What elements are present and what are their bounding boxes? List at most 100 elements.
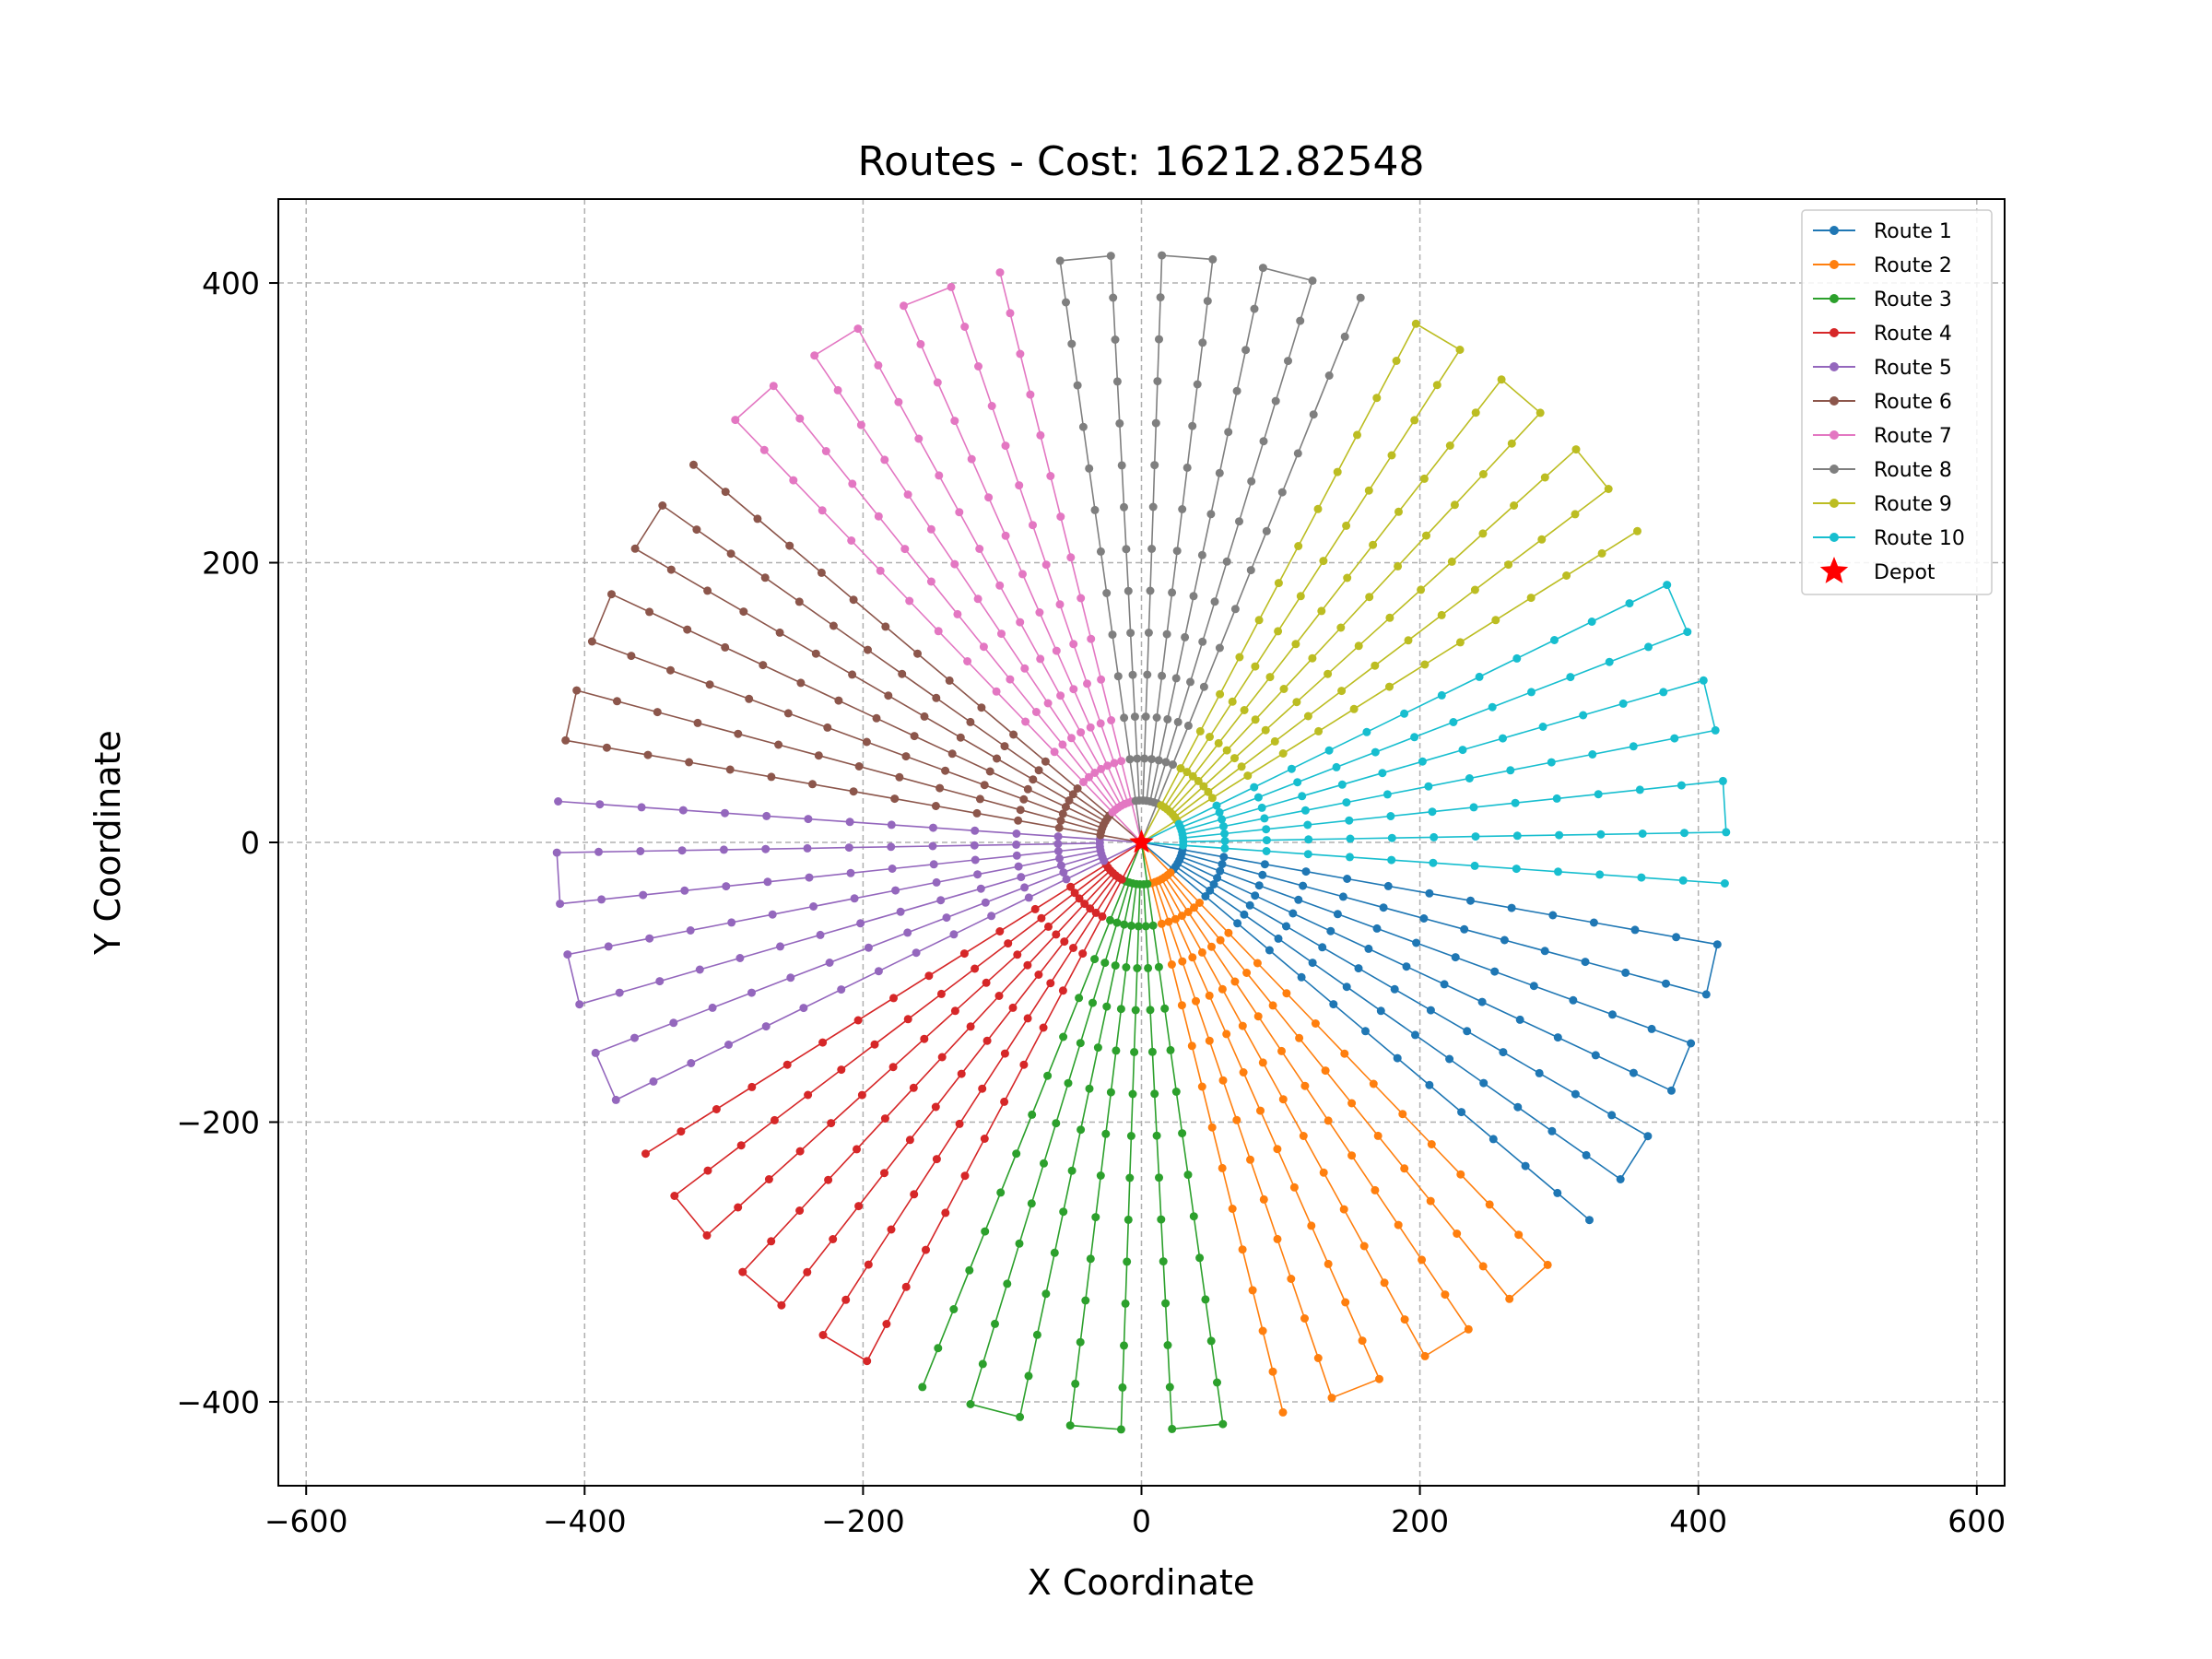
route-point	[1453, 1230, 1462, 1238]
route-point	[1378, 769, 1387, 778]
route-line	[564, 464, 1143, 843]
route-point	[960, 323, 970, 331]
route-point	[1535, 408, 1545, 418]
route-point	[1385, 682, 1394, 691]
route-point	[1235, 653, 1244, 662]
route-point	[1420, 660, 1430, 669]
route-point	[1410, 416, 1419, 425]
route-point	[796, 678, 806, 688]
route-point	[1189, 592, 1198, 601]
route-point	[1571, 1089, 1580, 1099]
route-point	[1553, 1188, 1562, 1197]
route-line	[922, 841, 1224, 1430]
route-point	[783, 709, 793, 718]
route-point	[1043, 699, 1053, 708]
legend-box	[1801, 209, 1993, 595]
route-point	[1527, 688, 1535, 697]
x-tick-label: −400	[543, 1503, 627, 1539]
route-point	[931, 802, 940, 810]
route-point	[1090, 955, 1100, 964]
route-point	[1096, 547, 1105, 556]
route-point	[1345, 816, 1354, 825]
route-point	[810, 351, 819, 360]
route-point	[1201, 892, 1210, 900]
route-point	[1178, 1129, 1187, 1138]
route-point	[884, 691, 893, 700]
route-point	[627, 652, 636, 661]
route-point	[984, 493, 994, 502]
legend-label: Route 3	[1874, 288, 1952, 312]
route-point	[929, 860, 938, 869]
route-point	[1300, 1081, 1310, 1090]
route-point	[1589, 918, 1598, 927]
route-point	[1122, 963, 1131, 971]
route-point	[963, 657, 972, 665]
route-point	[774, 740, 783, 749]
route-point	[721, 488, 730, 497]
route-point	[1210, 597, 1219, 606]
route-point	[1308, 959, 1317, 968]
route-point	[747, 1082, 757, 1091]
route-point	[932, 1155, 941, 1164]
route-point	[753, 514, 762, 524]
route-point	[1268, 1001, 1277, 1010]
route-point	[1463, 1027, 1472, 1036]
route-point	[721, 642, 730, 652]
route-point	[1607, 1111, 1617, 1120]
route-point	[1106, 1088, 1115, 1097]
route-point	[759, 661, 768, 670]
route-point	[913, 649, 922, 658]
route-point	[882, 1320, 891, 1328]
route-point	[1000, 1097, 1009, 1106]
route-point	[1258, 1058, 1267, 1067]
route-point	[949, 930, 959, 939]
legend-marker	[1830, 294, 1839, 303]
route-point	[1347, 1151, 1357, 1160]
route-point	[677, 846, 687, 855]
route-point	[993, 754, 1001, 763]
route-point	[1278, 1095, 1288, 1104]
route-point	[1203, 297, 1212, 306]
route-point	[1581, 958, 1590, 967]
route-point	[1035, 608, 1044, 617]
route-point	[864, 1260, 873, 1269]
legend-marker	[1830, 226, 1839, 235]
route-point	[1579, 711, 1588, 720]
route-point	[901, 1282, 911, 1291]
route-point	[695, 965, 704, 974]
route-point	[1445, 441, 1454, 450]
route-point	[987, 912, 996, 921]
route-point	[1555, 830, 1564, 840]
y-tick-label: 200	[202, 546, 260, 582]
route-point	[995, 927, 1005, 935]
route-point	[1457, 1108, 1466, 1117]
route-point	[563, 950, 572, 959]
route-point	[1039, 1023, 1048, 1032]
route-point	[848, 479, 857, 488]
route-point	[1376, 1006, 1385, 1016]
route-point	[1394, 561, 1403, 571]
route-point	[1321, 1066, 1330, 1076]
route-point	[575, 1000, 584, 1009]
route-point	[1265, 673, 1275, 682]
route-point	[1133, 754, 1142, 763]
legend-label: Depot	[1874, 561, 1936, 584]
route-point	[1144, 963, 1153, 972]
route-point	[827, 1119, 836, 1128]
route-point	[1052, 930, 1061, 939]
route-point	[1158, 251, 1167, 260]
route-point	[666, 565, 676, 574]
route-point	[1198, 338, 1207, 347]
x-tick-label: 0	[1132, 1503, 1151, 1539]
route-point	[1093, 1043, 1102, 1053]
route-point	[1182, 768, 1192, 777]
route-point	[1308, 653, 1317, 663]
route-point	[903, 1015, 912, 1024]
route-point	[1053, 847, 1063, 855]
route-point	[941, 1208, 950, 1218]
route-point	[1029, 775, 1038, 784]
route-point	[1342, 521, 1351, 530]
route-point	[1020, 664, 1030, 673]
route-line	[556, 800, 1142, 1101]
route-point	[1124, 1215, 1133, 1224]
